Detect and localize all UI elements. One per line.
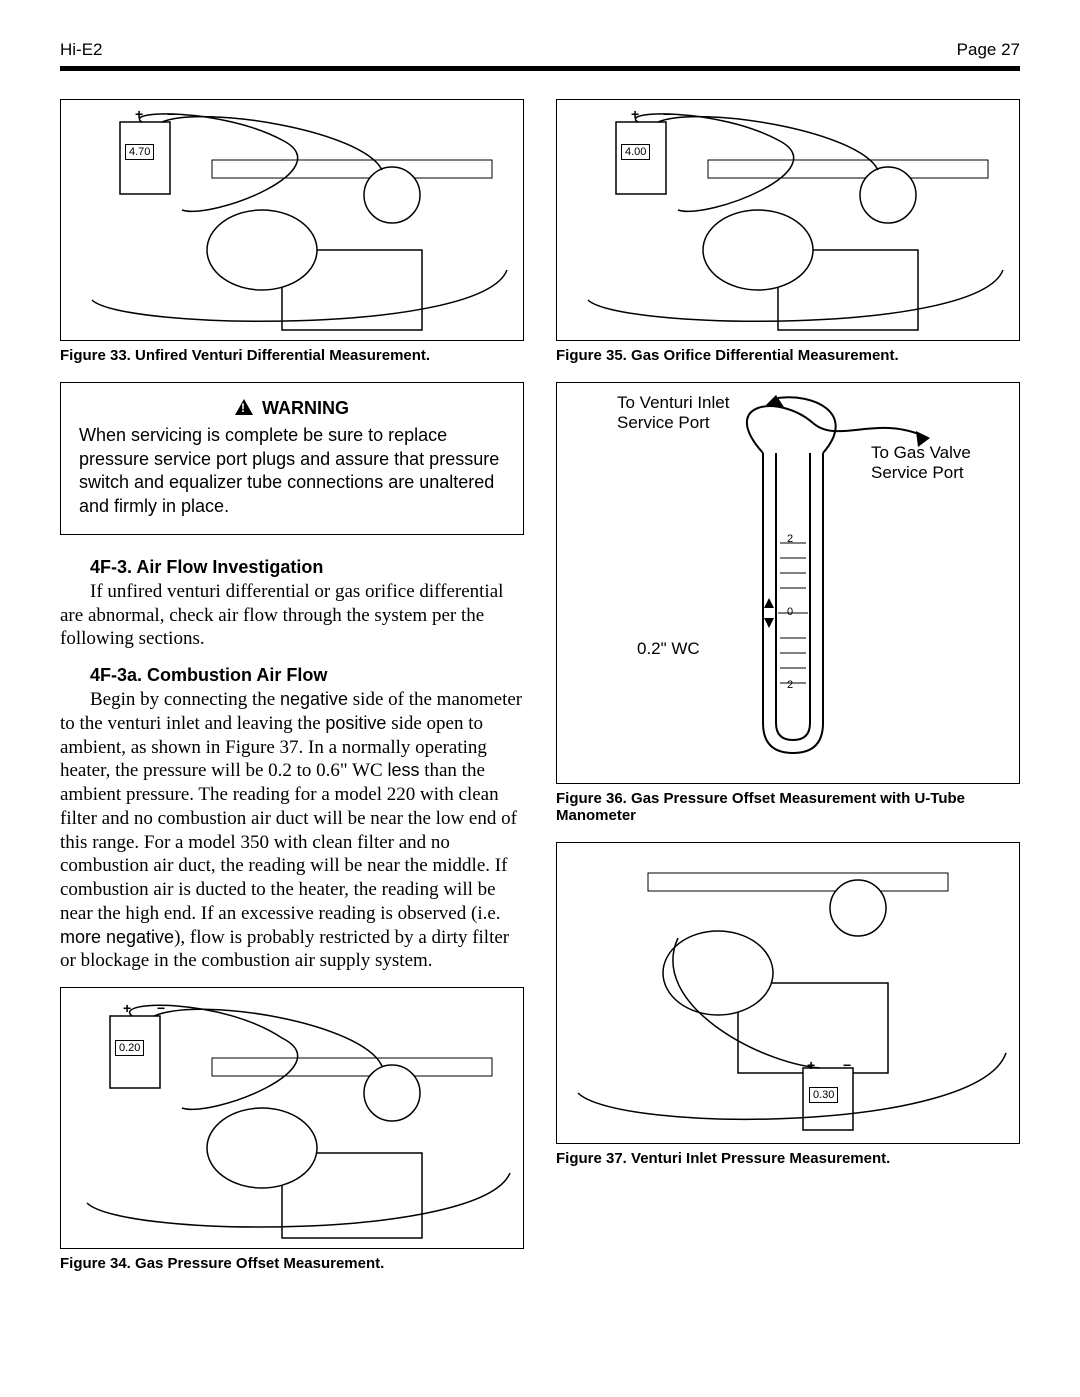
- figure-36-caption: Figure 36. Gas Pressure Offset Measureme…: [556, 790, 1020, 824]
- t4: than the ambient pressure. The reading f…: [60, 760, 517, 924]
- figure-37: + − 0.30: [556, 842, 1020, 1144]
- t-moreneg: more negative: [60, 927, 174, 947]
- warning-body: When servicing is complete be sure to re…: [79, 424, 505, 518]
- fig35-plus: +: [631, 106, 639, 122]
- fig36-tick-bot: 2: [787, 679, 793, 691]
- section-4f3a-body: Begin by connecting the negative side of…: [60, 688, 524, 973]
- warning-box: WARNING When servicing is complete be su…: [60, 382, 524, 535]
- figure-33: + − 4.70: [60, 99, 524, 341]
- fig34-plus: +: [123, 1000, 131, 1016]
- section-4f3a-head: 4F-3a. Combustion Air Flow: [90, 665, 524, 686]
- figure-33-caption: Figure 33. Unfired Venturi Differential …: [60, 347, 524, 364]
- t-negative: negative: [280, 689, 348, 709]
- header-rule: [60, 66, 1020, 71]
- figure-35-caption: Figure 35. Gas Orifice Differential Meas…: [556, 347, 1020, 364]
- figure-37-caption: Figure 37. Venturi Inlet Pressure Measur…: [556, 1150, 1020, 1167]
- fig36-wc: 0.2" WC: [637, 639, 700, 659]
- fig36-tick-top: 2: [787, 533, 793, 545]
- fig33-plus: +: [135, 106, 143, 122]
- fig34-readout: 0.20: [115, 1040, 144, 1056]
- figure-35: + − 4.00: [556, 99, 1020, 341]
- fig37-readout: 0.30: [809, 1087, 838, 1103]
- t1: Begin by connecting the: [90, 689, 280, 710]
- fig35-readout: 4.00: [621, 144, 650, 160]
- header-right: Page 27: [957, 40, 1020, 60]
- figure-34-caption: Figure 34. Gas Pressure Offset Measureme…: [60, 1255, 524, 1272]
- t-less: less: [387, 760, 419, 780]
- figure-36: To Venturi Inlet Service Port To Gas Val…: [556, 382, 1020, 784]
- t-positive: positive: [325, 713, 386, 733]
- header-left: Hi-E2: [60, 40, 103, 60]
- fig36-tick-mid: 0: [787, 606, 793, 618]
- warning-icon: [235, 399, 253, 415]
- fig33-minus: −: [167, 106, 175, 122]
- fig37-plus: +: [807, 1057, 815, 1073]
- fig36-label-gasvalve: To Gas Valve Service Port: [871, 443, 1001, 484]
- warning-title: WARNING: [262, 398, 349, 418]
- fig37-minus: −: [843, 1057, 851, 1073]
- section-4f3-body: If unfired venturi differential or gas o…: [60, 580, 524, 651]
- fig36-label-venturi: To Venturi Inlet Service Port: [617, 393, 747, 434]
- section-4f3-head: 4F-3. Air Flow Investigation: [90, 557, 524, 578]
- section-4f3-text: If unfired venturi differential or gas o…: [60, 581, 503, 650]
- fig33-readout: 4.70: [125, 144, 154, 160]
- fig35-minus: −: [663, 106, 671, 122]
- figure-34: + − 0.20: [60, 987, 524, 1249]
- fig34-minus: −: [157, 1000, 165, 1016]
